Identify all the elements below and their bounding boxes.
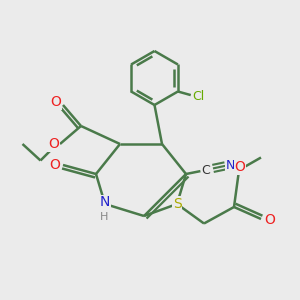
Text: O: O (48, 137, 59, 151)
Text: N: N (226, 159, 235, 172)
Text: Cl: Cl (192, 89, 204, 103)
Text: S: S (172, 197, 182, 211)
Text: N: N (100, 196, 110, 209)
Text: O: O (50, 95, 61, 109)
Text: C: C (201, 164, 210, 177)
Text: O: O (49, 158, 60, 172)
Text: O: O (235, 160, 245, 174)
Text: H: H (100, 212, 109, 222)
Text: O: O (264, 214, 275, 227)
